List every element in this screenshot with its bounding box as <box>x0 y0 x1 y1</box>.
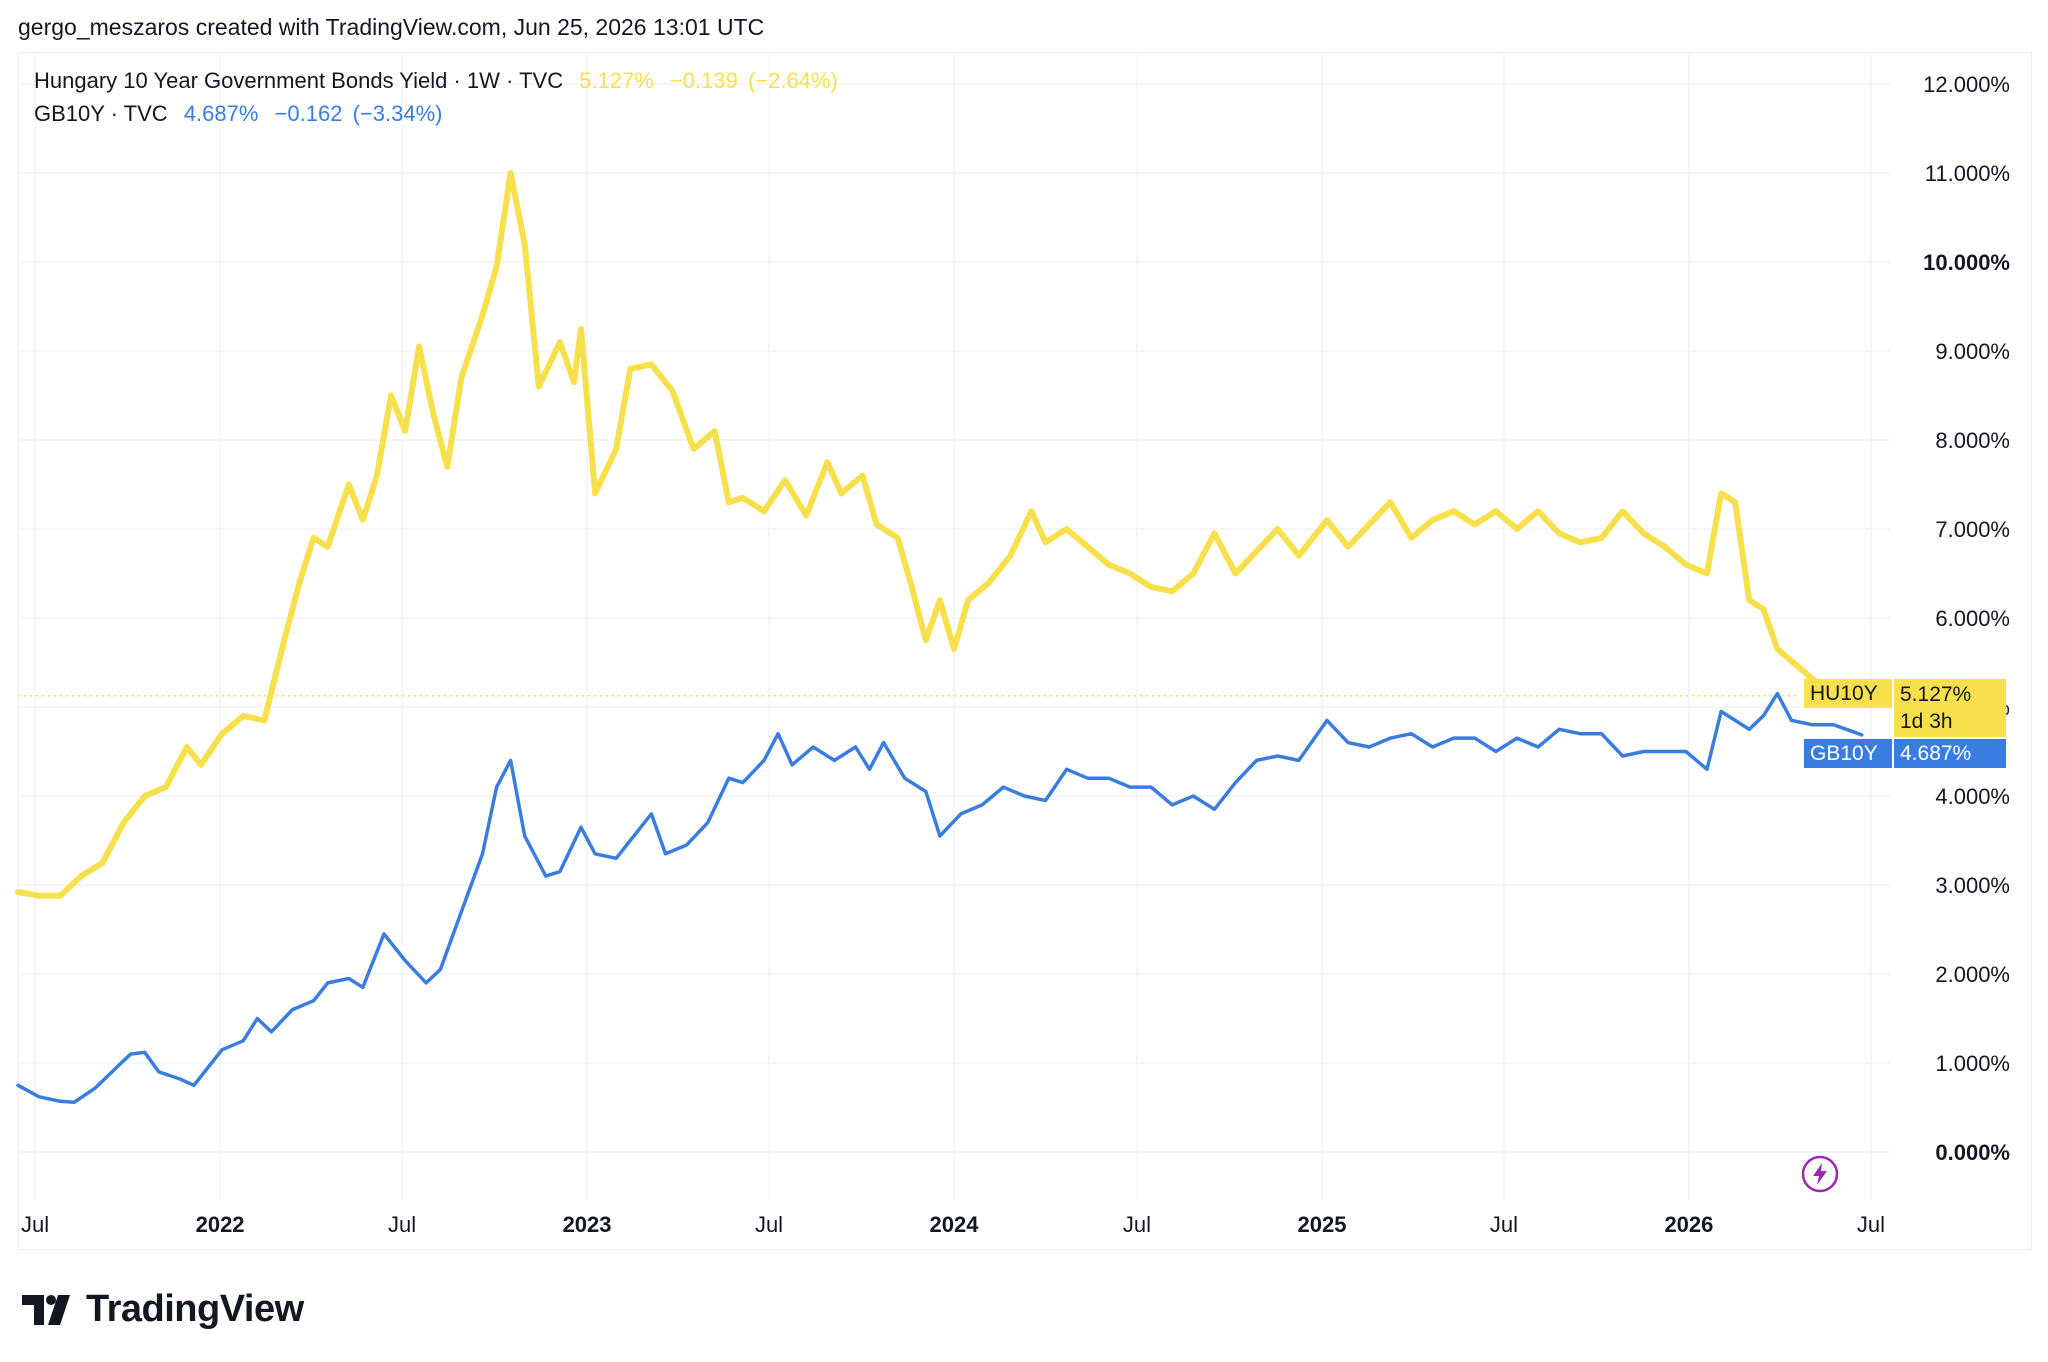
y-tick-label: 2.000% <box>1935 962 2010 987</box>
x-tick-label: 2022 <box>196 1212 245 1237</box>
gb-symbol-tag: GB10Y <box>1804 739 1892 768</box>
y-tick-label: 1.000% <box>1935 1051 2010 1076</box>
tradingview-logo[interactable]: TradingView <box>22 1288 304 1331</box>
y-tick-label: 4.000% <box>1935 784 2010 809</box>
gb-value-tag: 4.687% <box>1894 739 2006 768</box>
legend-hu-name: Hungary 10 Year Government Bonds Yield ·… <box>34 68 564 93</box>
x-tick-label: 2024 <box>930 1212 980 1237</box>
series-line-gb10y <box>16 691 1864 1104</box>
y-tick-label: 0.000% <box>1935 1140 2010 1165</box>
hu-value-label: 5.127% <box>1900 683 1972 706</box>
x-tick-label: Jul <box>755 1212 783 1237</box>
legend-gb-name: GB10Y · TVC <box>34 101 168 126</box>
chart-frame <box>18 52 2032 1250</box>
y-tick-label: 8.000% <box>1935 428 2010 453</box>
legend-hu-change: −0.139 <box>669 68 738 93</box>
y-tick-label: 6.000% <box>1935 606 2010 631</box>
y-tick-label: 11.000% <box>1925 161 2010 186</box>
y-tick-label: 9.000% <box>1935 339 2010 364</box>
legend-gb-value: 4.687% <box>183 101 259 126</box>
x-tick-label: 2025 <box>1297 1212 1346 1237</box>
legend-hu-change-pct: (−2.64%) <box>748 68 838 93</box>
tradingview-logo-text: TradingView <box>86 1288 304 1330</box>
x-tick-label: Jul <box>21 1212 49 1237</box>
legend-hu-value: 5.127% <box>579 68 654 93</box>
x-tick-label: Jul <box>1123 1212 1151 1237</box>
chart-caption: gergo_meszaros created with TradingView.… <box>18 14 765 40</box>
y-tick-label: 7.000% <box>1935 517 2010 542</box>
x-tick-label: Jul <box>1857 1212 1885 1237</box>
x-tick-label: Jul <box>1490 1212 1518 1237</box>
x-tick-label: Jul <box>388 1212 416 1237</box>
y-tick-label: 12.000% <box>1923 72 2010 97</box>
legend-gb-change-pct: (−3.34%) <box>352 101 443 126</box>
hu-symbol-tag: HU10Y <box>1804 679 1892 708</box>
series-line-hu10y <box>15 170 1865 899</box>
hu-value-tag: 5.127% 1d 3h <box>1894 679 2006 737</box>
y-tick-label: 3.000% <box>1935 873 2010 898</box>
tradingview-logo-icon <box>22 1294 70 1325</box>
hu-countdown-label: 1d 3h <box>1900 710 1953 733</box>
legend-hu[interactable]: Hungary 10 Year Government Bonds Yield ·… <box>34 68 848 94</box>
y-tick-label: 10.000% <box>1923 250 2010 275</box>
x-tick-label: 2023 <box>563 1212 612 1237</box>
legend-gb-change: −0.162 <box>274 101 343 126</box>
lightning-icon[interactable] <box>1800 1154 1840 1194</box>
x-tick-label: 2026 <box>1664 1212 1713 1237</box>
legend-gb[interactable]: GB10Y · TVC 4.687% −0.162 (−3.34%) <box>34 101 452 127</box>
